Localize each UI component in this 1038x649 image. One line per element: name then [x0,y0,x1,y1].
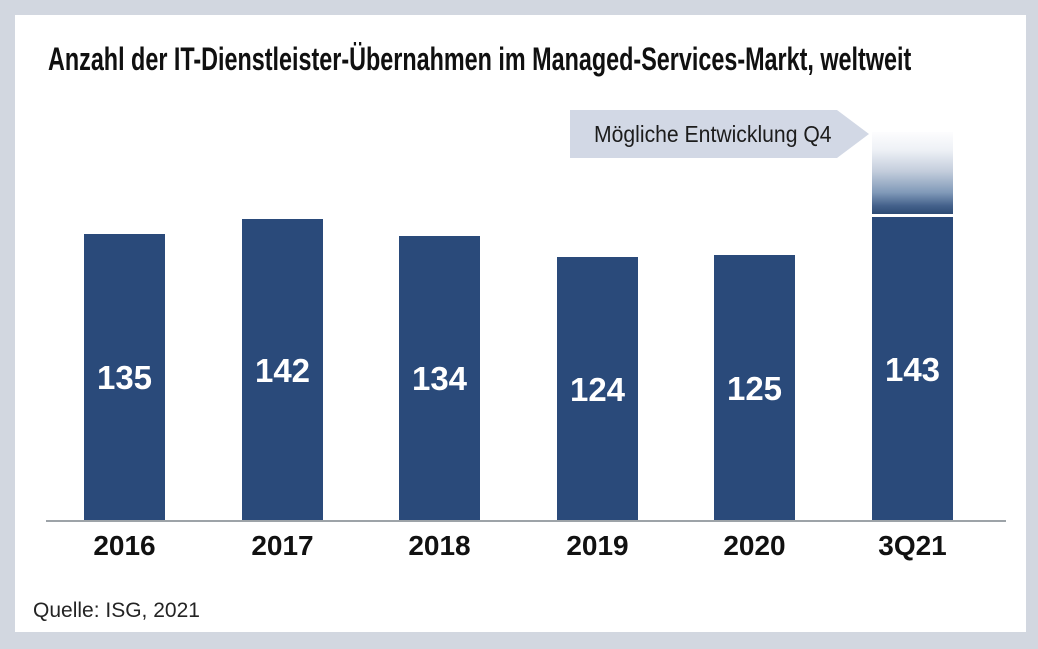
x-axis-label-2019: 2019 [566,530,629,561]
bar-2020: 125 [714,255,795,521]
bar-2018: 134 [399,236,480,521]
bar-value-label: 125 [726,369,783,407]
projection-gradient-segment [872,132,953,214]
bar-chart-plot: 135 2016 142 2017 134 2018 124 2019 125 2020 143 3Q… [15,15,1026,632]
x-axis-label-2020: 2020 [723,530,786,561]
bar-value-label: 135 [96,359,153,396]
bar-value-label: 124 [569,370,626,408]
chart-title: Anzahl der IT-Dienstleister-Übernahmen i… [48,41,1023,81]
bar-2016: 135 [84,234,165,521]
x-axis-label-2018: 2018 [408,530,471,561]
x-axis-label-3q21: 3Q21 [878,530,947,561]
bar-value-label: 142 [254,351,311,389]
annotation-banner: Mögliche Entwicklung Q4 [570,110,869,158]
bar-2019: 124 [557,257,638,521]
bar-3q21: 143 [872,217,953,521]
x-axis-label-2016: 2016 [93,530,156,561]
x-axis-label-2017: 2017 [251,530,314,561]
chart-title-text: Anzahl der IT-Dienstleister-Übernahmen i… [48,41,912,77]
chart-card: Anzahl der IT-Dienstleister-Übernahmen i… [15,15,1026,632]
annotation-label: Mögliche Entwicklung Q4 [594,120,832,147]
x-axis-line [46,520,1006,522]
bar-2017: 142 [242,219,323,521]
bar-value-label: 134 [411,360,468,397]
bar-value-label: 143 [884,350,941,388]
source-caption: Quelle: ISG, 2021 [33,599,200,622]
